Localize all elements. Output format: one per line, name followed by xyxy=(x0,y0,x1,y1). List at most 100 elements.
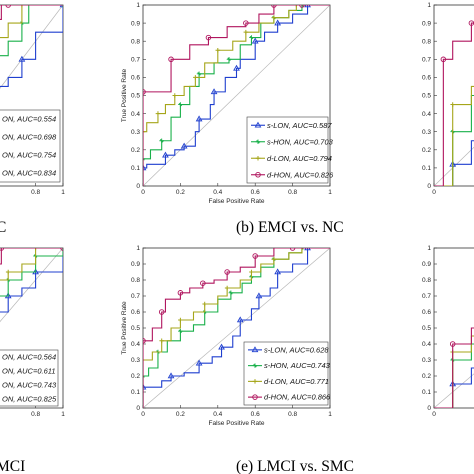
roc-panel-3: 0 0.1 0.2 0.3 0.4 0.5 0.6 0.7 0.8 0.9 1 0 xyxy=(422,2,474,196)
x-tick-label: 1 xyxy=(328,189,332,196)
plot-content xyxy=(143,5,330,186)
y-tick-label: 0.8 xyxy=(131,277,140,284)
data-point-marker xyxy=(143,357,146,363)
data-point-marker xyxy=(158,309,165,315)
plot-area xyxy=(433,4,474,187)
legend-marker xyxy=(252,379,258,384)
data-point-marker xyxy=(233,64,240,71)
legend-entry: ON, AUC=0.834 xyxy=(2,169,56,178)
roc-line xyxy=(0,248,63,281)
series-1 xyxy=(143,5,330,186)
legend: s-LON, AUC=0.587 s-HON, AUC=0.703 d-LON, A… xyxy=(246,116,334,184)
data-point-marker xyxy=(243,20,249,26)
data-point-marker xyxy=(243,29,249,35)
roc-line xyxy=(434,343,474,408)
data-point-marker xyxy=(224,285,230,291)
plot-content xyxy=(0,248,63,323)
series-3 xyxy=(143,248,330,408)
y-tick-label: 0.7 xyxy=(422,57,431,64)
y-tick-label: 0.2 xyxy=(131,147,140,154)
y-tick-label: 1 xyxy=(136,2,140,9)
legend-box xyxy=(246,116,329,184)
y-tick-label: 0.6 xyxy=(422,309,431,316)
roc-line xyxy=(434,327,474,408)
chance-diagonal xyxy=(434,146,474,186)
series-4 xyxy=(0,5,63,21)
y-tick-label: 0.7 xyxy=(131,57,140,64)
roc-panel-5: 0 0.1 0.2 0.3 0.4 0.5 0.6 0.7 0.8 0.9 1 0 0.2 0.4 0.6 0… xyxy=(121,245,354,474)
y-axis-label: True Positive Rate xyxy=(121,301,128,355)
panel-caption: C xyxy=(0,219,6,236)
y-axis-label: True Positive Rate xyxy=(121,69,128,123)
data-point-marker xyxy=(200,280,206,286)
y-tick-label: 0.3 xyxy=(131,129,140,136)
series-3 xyxy=(0,5,63,39)
legend-entry: d-HON, AUC=0.866 xyxy=(264,393,331,402)
y-tick-label: 0.6 xyxy=(131,309,140,316)
x-tick-label: 0.6 xyxy=(251,189,260,196)
data-point-marker xyxy=(226,57,232,62)
y-tick-label: 0.6 xyxy=(131,75,140,82)
roc-line xyxy=(0,5,63,57)
data-point-marker xyxy=(271,5,277,8)
series-3 xyxy=(0,248,63,281)
x-axis-label: False Positive Rate xyxy=(209,198,265,205)
roc-line xyxy=(0,5,63,87)
x-tick-label: 0.4 xyxy=(213,189,222,196)
legend-entry: d-LON, AUC=0.794 xyxy=(267,154,332,163)
data-point-marker xyxy=(202,301,208,307)
data-point-marker xyxy=(271,15,277,20)
roc-line xyxy=(434,335,474,408)
plot-content xyxy=(143,248,330,408)
data-point-marker xyxy=(143,89,146,95)
data-point-marker xyxy=(196,71,202,77)
roc-line xyxy=(0,5,63,39)
data-point-marker xyxy=(177,290,184,296)
x-tick-label: 0 xyxy=(432,411,436,418)
y-tick-label: 0.7 xyxy=(422,293,431,300)
series-4 xyxy=(434,327,474,408)
legend-marker xyxy=(251,346,259,353)
roc-line xyxy=(143,5,330,186)
data-point-marker xyxy=(178,102,183,107)
data-point-marker xyxy=(143,383,147,390)
legend-box xyxy=(0,349,59,407)
series-3 xyxy=(434,85,474,186)
y-tick-label: 0.3 xyxy=(422,357,431,364)
x-tick-label: 1 xyxy=(61,189,65,196)
y-tick-label: 0.3 xyxy=(422,129,431,136)
y-tick-label: 0.9 xyxy=(131,20,140,27)
legend-entry: s-LON, AUC=0.628 xyxy=(264,345,329,354)
legend-box xyxy=(243,341,329,406)
data-point-marker xyxy=(33,248,38,251)
chance-diagonal xyxy=(434,373,474,408)
data-point-marker xyxy=(304,248,311,251)
legend-entry: ON, AUC=0.698 xyxy=(2,133,57,142)
data-point-marker xyxy=(143,338,146,344)
y-tick-label: 0.6 xyxy=(422,75,431,82)
legend: s-LON, AUC=0.628 s-HON, AUC=0.743 d-LON, A… xyxy=(243,341,331,406)
x-tick-label: 1 xyxy=(61,411,65,418)
legend-entry: s-HON, AUC=0.743 xyxy=(264,361,331,370)
data-point-marker xyxy=(274,19,282,26)
y-tick-label: 0.1 xyxy=(131,389,140,396)
x-tick-label: 0.4 xyxy=(213,411,222,418)
data-point-marker xyxy=(236,316,244,323)
legend-entry: ON, AUC=0.554 xyxy=(2,115,56,124)
legend-entry: ON, AUC=0.564 xyxy=(2,353,56,362)
y-tick-label: 0 xyxy=(427,183,431,190)
chance-diagonal xyxy=(0,248,63,323)
data-point-marker xyxy=(155,111,161,116)
chance-diagonal xyxy=(0,5,63,89)
data-point-marker xyxy=(271,256,277,262)
data-point-marker xyxy=(195,359,203,366)
data-point-marker xyxy=(450,102,455,107)
legend-entry: ON, AUC=0.754 xyxy=(2,151,56,160)
legend-entry: s-LON, AUC=0.587 xyxy=(267,121,332,130)
y-tick-label: 0.2 xyxy=(422,147,431,154)
y-tick-label: 0.2 xyxy=(422,373,431,380)
y-tick-label: 0.2 xyxy=(131,373,140,380)
x-tick-label: 0 xyxy=(141,189,145,196)
